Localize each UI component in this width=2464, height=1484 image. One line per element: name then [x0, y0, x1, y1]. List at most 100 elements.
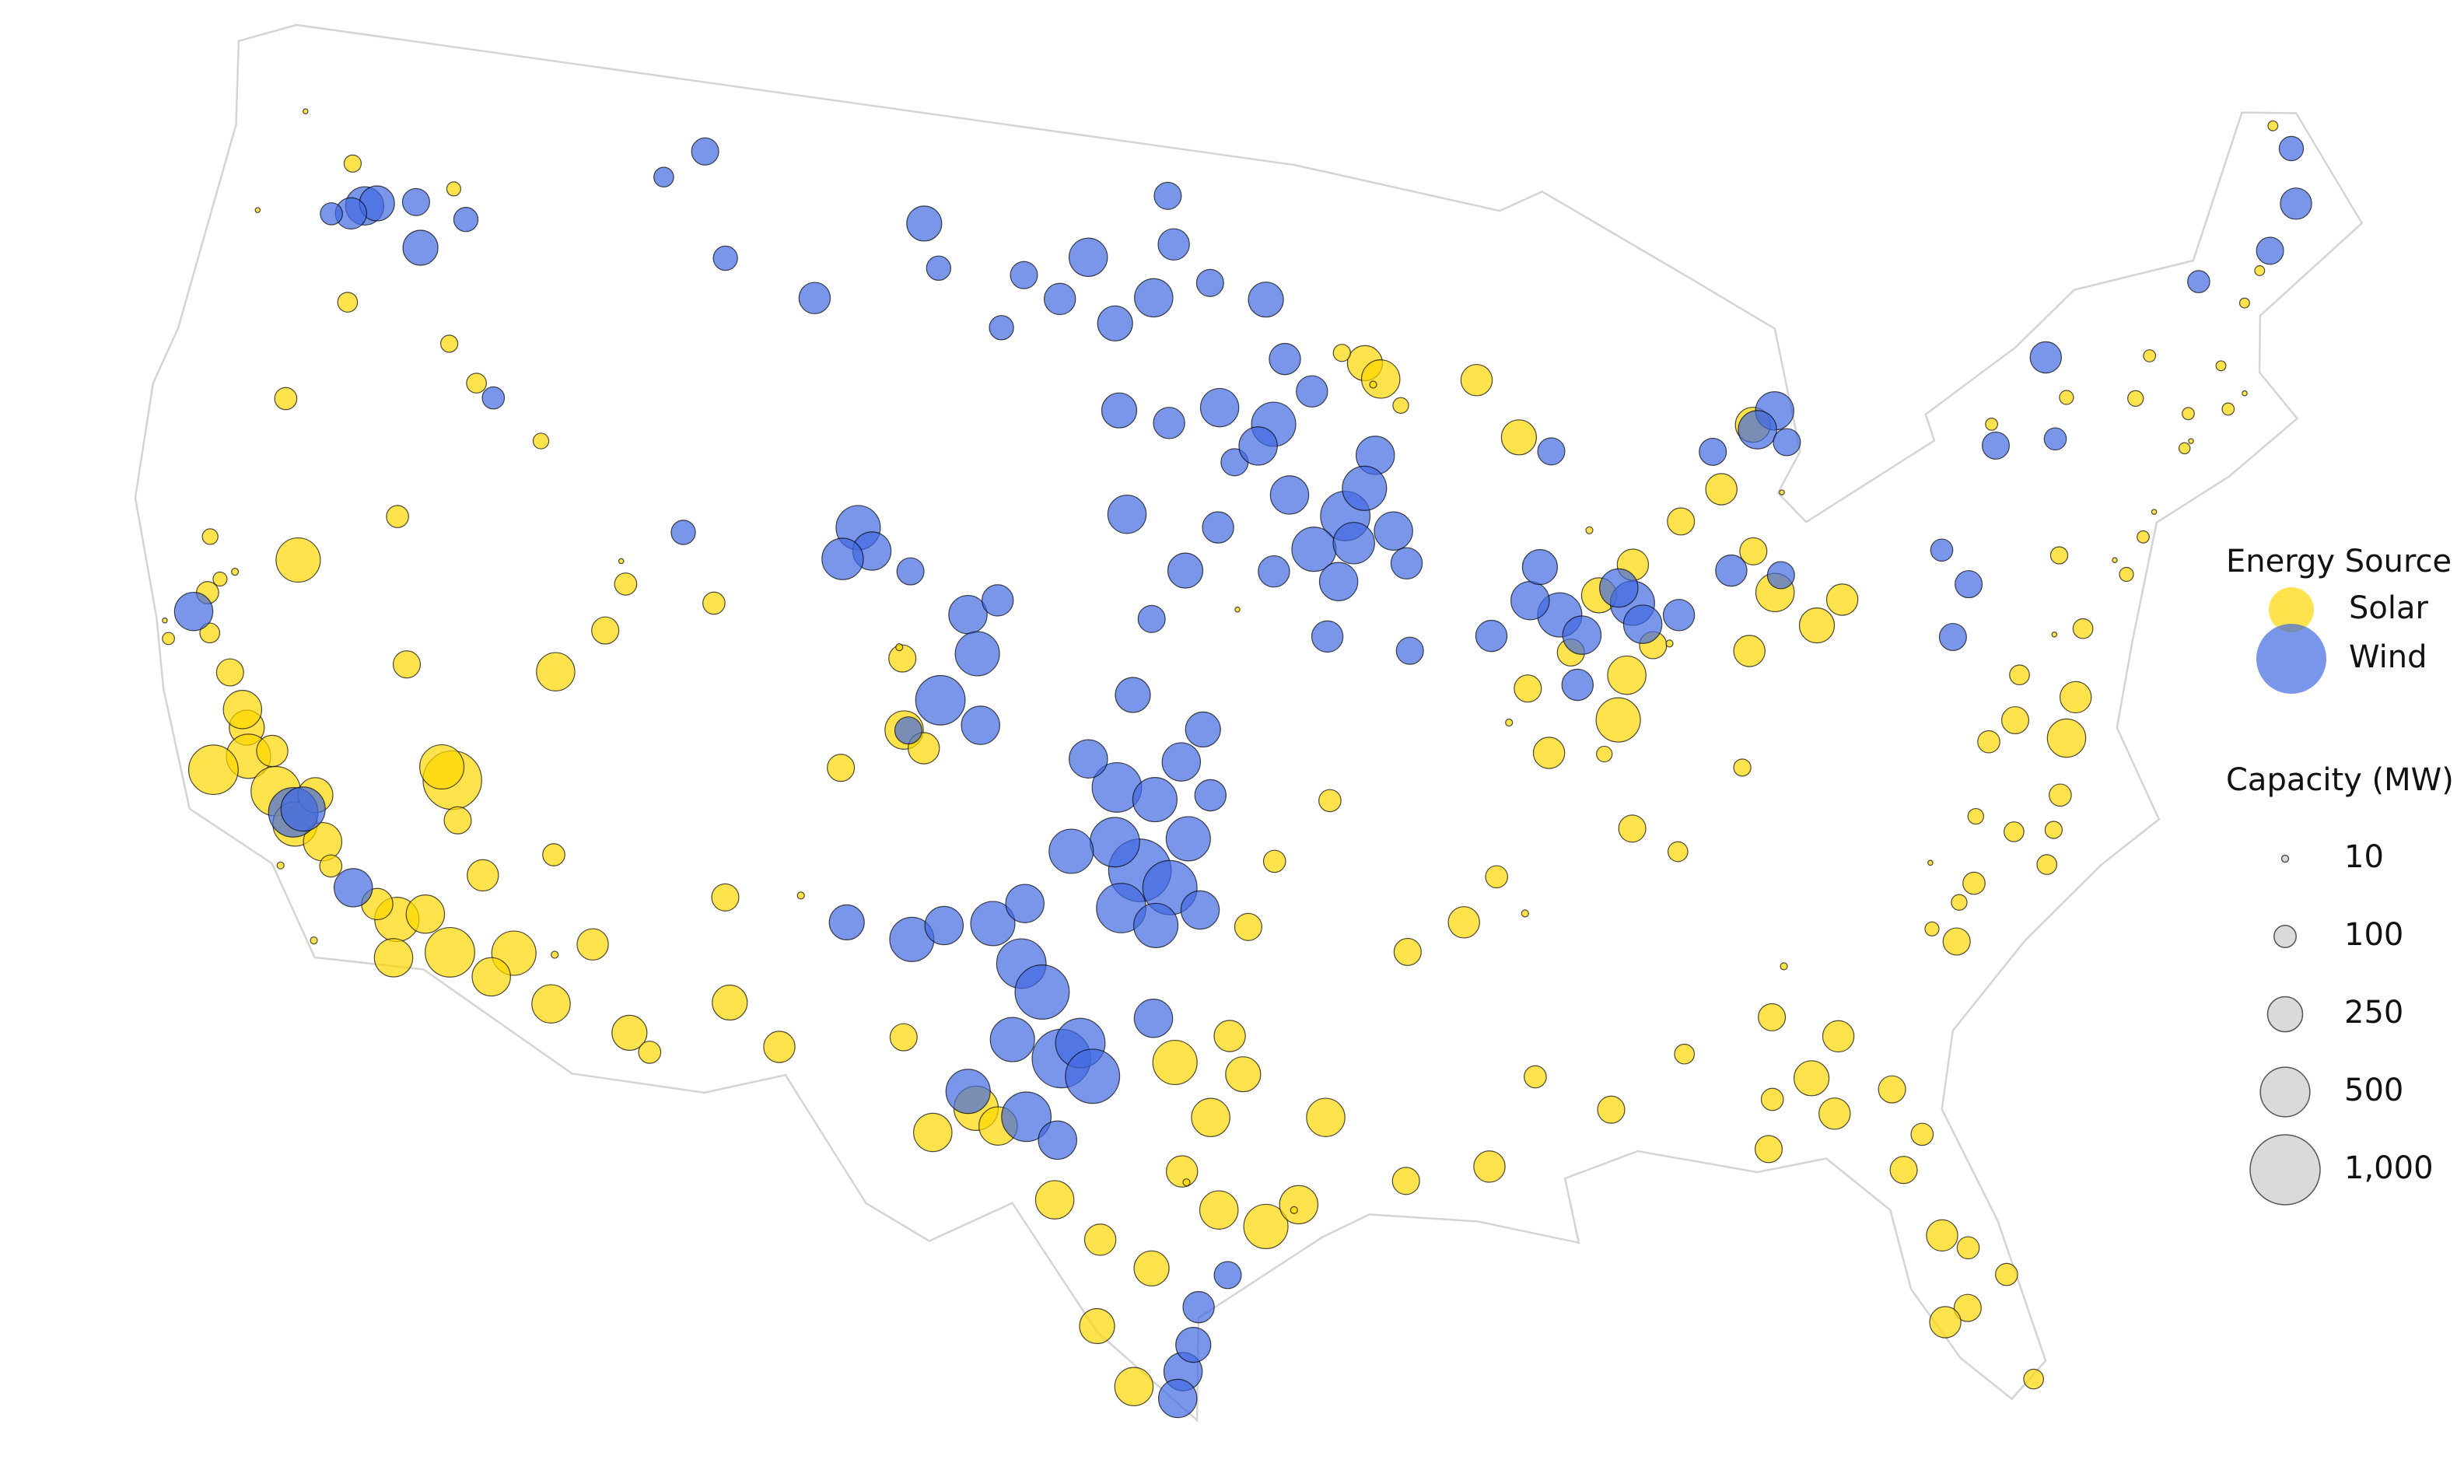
plant-bubble [1114, 1367, 1154, 1407]
plant-bubble [2182, 407, 2195, 421]
plant-bubble [280, 786, 326, 832]
plant-bubble [1599, 568, 1639, 608]
plant-bubble [256, 734, 289, 768]
plant-bubble [1794, 1060, 1830, 1097]
plant-bubble [310, 936, 318, 945]
plant-bubble [1595, 697, 1641, 743]
plant-bubble [1622, 604, 1663, 644]
plant-bubble [821, 537, 864, 580]
plant-bubble [1585, 526, 1594, 534]
plant-bubble [1561, 668, 1594, 702]
plant-bubble [638, 1041, 662, 1064]
plant-bubble [2242, 390, 2248, 397]
plant-bubble [1065, 1048, 1121, 1104]
plant-bubble [961, 705, 1000, 745]
plant-bubble [1137, 604, 1166, 633]
plant-bubble [1043, 282, 1076, 316]
plant-bubble [1780, 962, 1788, 971]
plant-bubble [1392, 397, 1409, 414]
plant-bubble [2044, 821, 2063, 839]
plant-bubble [466, 373, 487, 394]
plant-bubble [1199, 387, 1240, 428]
plant-bubble [1910, 1122, 1934, 1146]
plant-bubble [1739, 537, 1768, 565]
plant-bubble [162, 632, 175, 646]
plant-bubble [1485, 865, 1509, 889]
plant-bubble [1258, 555, 1290, 588]
plant-bubble [303, 108, 309, 114]
plant-bubble [337, 292, 359, 313]
plant-bubble [2127, 390, 2144, 407]
plant-bubble [1010, 261, 1038, 289]
plant-bubble [1290, 1206, 1298, 1215]
plant-bubble [1014, 964, 1070, 1020]
plant-bubble [1738, 410, 1777, 450]
plant-bubble [2238, 297, 2250, 309]
plant-bubble [542, 843, 565, 866]
plant-bubble [1296, 375, 1328, 408]
plant-bubble [1995, 1262, 2018, 1286]
size-legend-label: 100 [2344, 917, 2403, 953]
plant-bubble [1318, 789, 1342, 813]
plant-bubble [471, 957, 511, 997]
legend: Energy Source Capacity (MW) Solar Wind 10 1… [2226, 544, 2454, 1206]
plant-bubble [2059, 390, 2074, 405]
plant-bubble [895, 642, 904, 652]
plant-bubble [1048, 828, 1094, 874]
plant-bubble [1822, 1020, 1855, 1053]
plant-bubble [1705, 473, 1738, 506]
plant-bubble [828, 904, 865, 941]
plant-bubble [763, 1031, 796, 1063]
plant-bubble [1779, 489, 1785, 495]
plant-bubble [425, 926, 475, 978]
plant-bubble [1248, 282, 1284, 318]
plant-bubble [1985, 418, 1998, 431]
plant-bubble [591, 616, 620, 645]
plant-bubble [611, 1014, 648, 1052]
plant-bubble [1133, 999, 1174, 1038]
plant-bubble [1165, 816, 1211, 862]
plant-bubble [467, 859, 499, 892]
plant-bubble [653, 166, 674, 188]
plant-bubble [2000, 705, 2030, 735]
plant-bubble [1191, 1097, 1230, 1138]
plant-bubble [1238, 426, 1278, 466]
plant-bubble [1374, 511, 1413, 551]
plant-bubble [712, 245, 738, 271]
plant-bubble [1069, 739, 1108, 779]
legend-title: Energy Source [2226, 544, 2452, 579]
plant-bubble [1213, 1261, 1242, 1290]
plant-bubble [1562, 615, 1602, 655]
plant-bubble [2072, 618, 2094, 639]
plant-bubble [1157, 1378, 1198, 1419]
plant-bubble [1878, 1075, 1906, 1104]
plant-bubble [2029, 341, 2063, 374]
plant-bubble [531, 984, 571, 1024]
plant-bubble [1955, 570, 1983, 599]
plant-bubble [1929, 1306, 1962, 1339]
plant-bubble [1107, 494, 1147, 534]
plant-bubble [1665, 639, 1674, 648]
plant-bubble [199, 622, 221, 644]
plant-bubble [1766, 561, 1795, 590]
plant-bubble [1715, 554, 1748, 587]
plant-bubble [1165, 1155, 1199, 1188]
plant-bubble [1332, 522, 1375, 565]
plant-bubble [1269, 342, 1301, 376]
plant-bubble [2278, 135, 2305, 162]
plant-bubble [551, 950, 559, 959]
plant-bubble [173, 591, 214, 632]
plant-bubble [1161, 742, 1202, 782]
plant-bubble [924, 905, 964, 946]
plant-bubble [481, 386, 506, 410]
plant-bubble [896, 557, 925, 586]
plant-bubble [1269, 475, 1310, 515]
plant-bubble [1153, 407, 1185, 439]
plant-bubble [1537, 437, 1566, 466]
plant-bubble [319, 854, 343, 878]
plant-bubble [1818, 1097, 1851, 1130]
plant-bubble [1951, 894, 1968, 911]
plant-bubble [1262, 849, 1286, 873]
plant-bubble [2254, 265, 2266, 276]
plant-bubble [1243, 1203, 1289, 1249]
